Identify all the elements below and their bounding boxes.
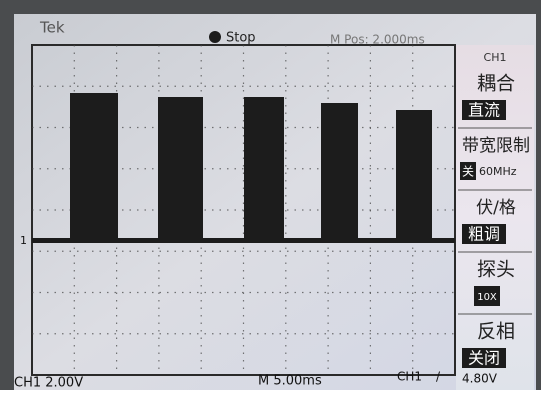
menu-value: 粗调 — [468, 225, 500, 244]
trigger-level: 4.80V — [462, 372, 498, 386]
trigger-source: CH1 — [397, 370, 422, 384]
menu-value: 10X — [477, 292, 497, 303]
brand: Tek — [39, 19, 65, 37]
menu-label: 探头 — [477, 259, 515, 281]
timebase: M 5.00ms — [258, 374, 322, 389]
menu-extra: 60MHz — [479, 165, 517, 178]
channel-marker: 1 — [20, 234, 27, 247]
menu-label: 带宽限制 — [462, 136, 530, 156]
menu-value: 关闭 — [468, 349, 500, 368]
menu-value: 关 — [462, 165, 474, 179]
stop-indicator — [209, 31, 221, 43]
vertical-scale: CH1 2.00V — [14, 376, 83, 391]
run-status: Stop — [226, 31, 256, 46]
oscilloscope-photo: Tek Stop M Pos: 2.000ms 1 CH1 耦合直流带宽限制关6… — [0, 0, 541, 390]
menu-label: 耦合 — [477, 73, 515, 95]
trigger-position: M Pos: 2.000ms — [330, 33, 425, 47]
menu-value: 直流 — [468, 101, 500, 120]
menu-channel: CH1 — [484, 51, 507, 64]
menu-label: 伏/格 — [476, 198, 516, 218]
menu-label: 反相 — [477, 321, 515, 343]
